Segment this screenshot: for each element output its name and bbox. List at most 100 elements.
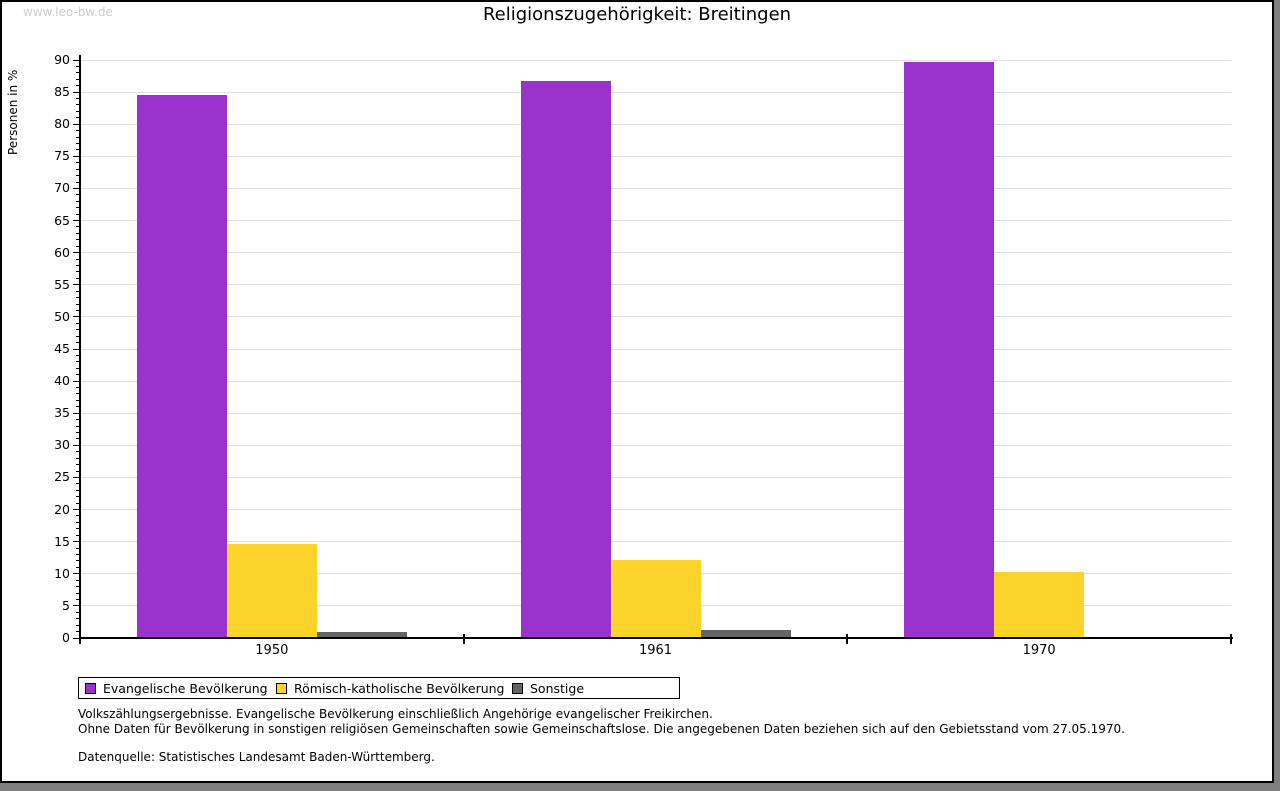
legend-swatch-icon bbox=[85, 682, 96, 694]
y-axis-minor-tick bbox=[76, 521, 79, 523]
y-axis-major-tick bbox=[73, 123, 79, 125]
y-axis-minor-tick bbox=[76, 130, 79, 132]
y-axis-minor-tick bbox=[76, 78, 79, 80]
gridline bbox=[80, 348, 1231, 350]
y-axis-major-tick bbox=[73, 187, 79, 189]
y-axis-minor-tick bbox=[76, 335, 79, 337]
y-axis-minor-tick bbox=[76, 586, 79, 588]
y-axis-major-tick bbox=[73, 155, 79, 157]
y-axis-tick-label: 5 bbox=[62, 597, 70, 613]
legend-item-evangelische-bev-lkerung: Evangelische Bevölkerung bbox=[85, 678, 268, 698]
legend-label: Sonstige bbox=[530, 680, 585, 696]
y-axis-minor-tick bbox=[76, 425, 79, 427]
y-axis-minor-tick bbox=[76, 598, 79, 600]
y-axis-minor-tick bbox=[76, 175, 79, 177]
y-axis-minor-tick bbox=[76, 399, 79, 401]
gridline bbox=[80, 541, 1231, 543]
y-axis-minor-tick bbox=[76, 528, 79, 530]
y-axis-minor-tick bbox=[76, 464, 79, 466]
gridline bbox=[80, 284, 1231, 286]
y-axis-minor-tick bbox=[76, 258, 79, 260]
y-axis-tick-label: 85 bbox=[54, 84, 70, 100]
legend-item-r-misch-katholische-bev-lkerung: Römisch-katholische Bevölkerung bbox=[276, 678, 505, 698]
legend: Evangelische Bevölkerung Römisch-katholis… bbox=[78, 677, 680, 699]
footnote-line-1: Volkszählungsergebnisse. Evangelische Be… bbox=[78, 707, 713, 721]
y-axis-major-tick bbox=[73, 284, 79, 286]
y-axis-minor-tick bbox=[76, 207, 79, 209]
bar-evangelische-bev-lkerung-1970 bbox=[904, 61, 995, 638]
gridline bbox=[80, 380, 1231, 382]
y-axis-minor-tick bbox=[76, 354, 79, 356]
y-axis-minor-tick bbox=[76, 631, 79, 633]
y-axis-major-tick bbox=[73, 59, 79, 61]
legend-label: Evangelische Bevölkerung bbox=[103, 680, 268, 696]
y-axis-minor-tick bbox=[76, 65, 79, 67]
legend-swatch-icon bbox=[276, 682, 287, 694]
y-axis-minor-tick bbox=[76, 451, 79, 453]
y-axis-minor-tick bbox=[76, 406, 79, 408]
y-axis-minor-tick bbox=[76, 85, 79, 87]
y-axis-minor-tick bbox=[76, 515, 79, 517]
y-axis-minor-tick bbox=[76, 431, 79, 433]
y-axis-minor-tick bbox=[76, 265, 79, 266]
y-axis-tick-label: 40 bbox=[54, 373, 70, 389]
y-axis-minor-tick bbox=[76, 393, 79, 395]
gridline bbox=[80, 444, 1231, 446]
y-axis-minor-tick bbox=[76, 213, 79, 215]
y-axis-minor-tick bbox=[76, 457, 79, 459]
bar-evangelische-bev-lkerung-1961 bbox=[520, 80, 611, 638]
gridline bbox=[80, 252, 1231, 254]
y-axis-minor-tick bbox=[76, 142, 79, 144]
x-axis-tick-label: 1970 bbox=[1022, 643, 1056, 658]
bar-r-misch-katholische-bev-lkerung-1950 bbox=[226, 544, 317, 638]
y-axis-tick-label: 15 bbox=[54, 533, 70, 549]
bar-evangelische-bev-lkerung-1950 bbox=[136, 94, 227, 638]
legend-item-sonstige: Sonstige bbox=[512, 678, 584, 698]
footnotes: Volkszählungsergebnisse. Evangelische Be… bbox=[78, 707, 1125, 765]
y-axis-minor-tick bbox=[76, 277, 79, 279]
y-axis-minor-tick bbox=[76, 181, 79, 183]
y-axis-minor-tick bbox=[76, 290, 79, 292]
y-axis-minor-tick bbox=[76, 329, 79, 331]
x-axis-line bbox=[79, 637, 1233, 639]
x-axis-tick-label: 1950 bbox=[255, 643, 289, 658]
x-axis-tick-label: 1961 bbox=[638, 643, 673, 658]
y-axis-major-tick bbox=[73, 380, 79, 382]
y-axis-major-tick bbox=[73, 605, 79, 607]
gridline bbox=[80, 476, 1231, 478]
y-axis-minor-tick bbox=[76, 98, 79, 100]
y-axis-minor-tick bbox=[76, 579, 79, 581]
y-axis-minor-tick bbox=[76, 194, 79, 196]
y-axis-minor-tick bbox=[76, 489, 79, 491]
y-axis-minor-tick bbox=[76, 483, 79, 485]
y-axis-minor-tick bbox=[76, 226, 79, 228]
y-axis-minor-tick bbox=[76, 200, 79, 202]
y-axis-tick-label: 50 bbox=[54, 308, 70, 324]
y-axis-minor-tick bbox=[76, 72, 79, 74]
y-axis-minor-tick bbox=[76, 496, 79, 498]
gridline bbox=[80, 91, 1231, 93]
y-axis-minor-tick bbox=[76, 168, 79, 170]
gridline bbox=[80, 220, 1231, 222]
x-axis-tick bbox=[1230, 634, 1232, 644]
y-axis-minor-tick bbox=[76, 297, 79, 299]
chart-title: Religionszugehörigkeit: Breitingen bbox=[482, 4, 792, 25]
y-axis-line bbox=[79, 55, 81, 639]
y-axis-major-tick bbox=[73, 252, 79, 254]
bar-sonstige-1961 bbox=[700, 630, 791, 638]
gridline bbox=[80, 316, 1231, 318]
watermark: www.leo-bw.de bbox=[23, 5, 113, 19]
y-axis-tick-label: 45 bbox=[54, 341, 70, 356]
y-axis-minor-tick bbox=[76, 245, 79, 247]
bar-sonstige-1950 bbox=[316, 631, 407, 638]
y-axis-major-tick bbox=[73, 316, 79, 318]
gridline bbox=[80, 59, 1231, 61]
y-axis-tick-label: 35 bbox=[54, 405, 70, 421]
y-axis-minor-tick bbox=[76, 618, 79, 620]
y-axis-tick-label: 65 bbox=[54, 212, 70, 228]
y-axis-tick-label: 55 bbox=[54, 276, 70, 292]
y-axis-minor-tick bbox=[76, 547, 79, 549]
